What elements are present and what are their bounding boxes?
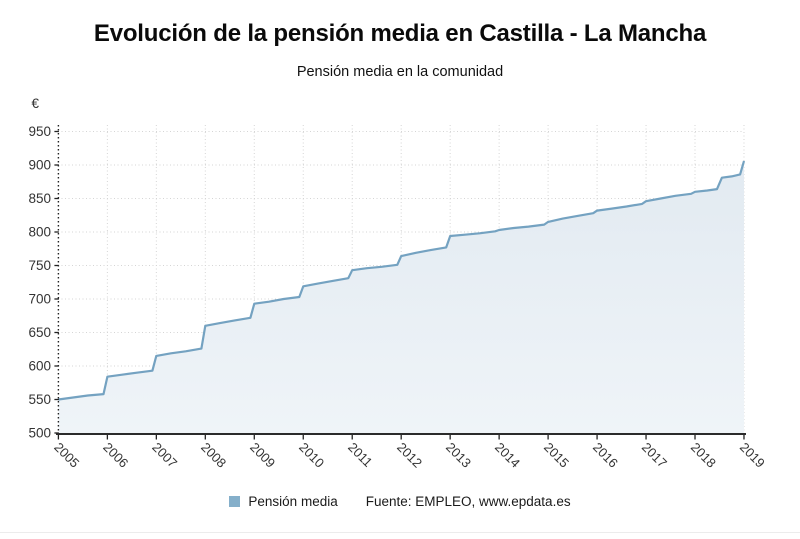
y-axis-tick-label: 500	[28, 426, 51, 441]
series-area-pension-media	[58, 161, 744, 433]
bottom-divider	[0, 532, 800, 533]
x-axis-tick-label: 2006	[100, 440, 131, 471]
y-axis-tick-label: 550	[28, 392, 51, 407]
y-axis-tick-label: 700	[28, 292, 51, 307]
x-axis-tick-label: 2007	[149, 440, 180, 471]
legend-label: Pensión media	[248, 494, 338, 509]
y-axis-tick-label: 650	[28, 325, 51, 340]
legend-item-pension-media: Pensión media	[229, 494, 338, 509]
y-axis-tick-label: 600	[28, 359, 51, 374]
x-axis-tick-label: 2008	[198, 440, 229, 471]
chart-subtitle: Pensión media en la comunidad	[296, 64, 504, 80]
y-axis-tick-label: 950	[28, 124, 51, 139]
chart-footer: Pensión media Fuente: EMPLEO, www.epdata…	[0, 494, 800, 509]
x-axis-tick-label: 2014	[492, 440, 523, 471]
x-axis-tick-label: 2018	[688, 440, 719, 471]
series-line-pension-media	[58, 160, 746, 401]
y-axis-tick-label: 800	[28, 225, 51, 240]
y-axis-tick-label: 850	[28, 191, 51, 206]
x-axis-tick-label: 2013	[443, 440, 474, 471]
chart-title: Evolución de la pensión media en Castill…	[93, 20, 707, 47]
x-axis-tick-label: 2009	[247, 440, 278, 471]
y-axis-tick-label: 900	[28, 158, 51, 173]
x-axis-tick-label: 2019	[737, 440, 768, 471]
x-axis-tick-label: 2017	[639, 440, 670, 471]
x-axis-tick-label: 2011	[345, 440, 375, 470]
x-axis-tick-label: 2015	[541, 440, 572, 471]
y-axis-tick-label: 750	[28, 258, 51, 273]
x-axis-tick-label: 2016	[590, 440, 621, 471]
x-axis-tick-label: 2005	[51, 440, 82, 471]
x-axis-tick-label: 2012	[394, 440, 425, 471]
legend-swatch	[229, 496, 241, 507]
y-axis-unit-label: €	[31, 96, 39, 111]
x-axis-tick-label: 2010	[296, 440, 327, 471]
source-text: Fuente: EMPLEO, www.epdata.es	[365, 494, 571, 509]
